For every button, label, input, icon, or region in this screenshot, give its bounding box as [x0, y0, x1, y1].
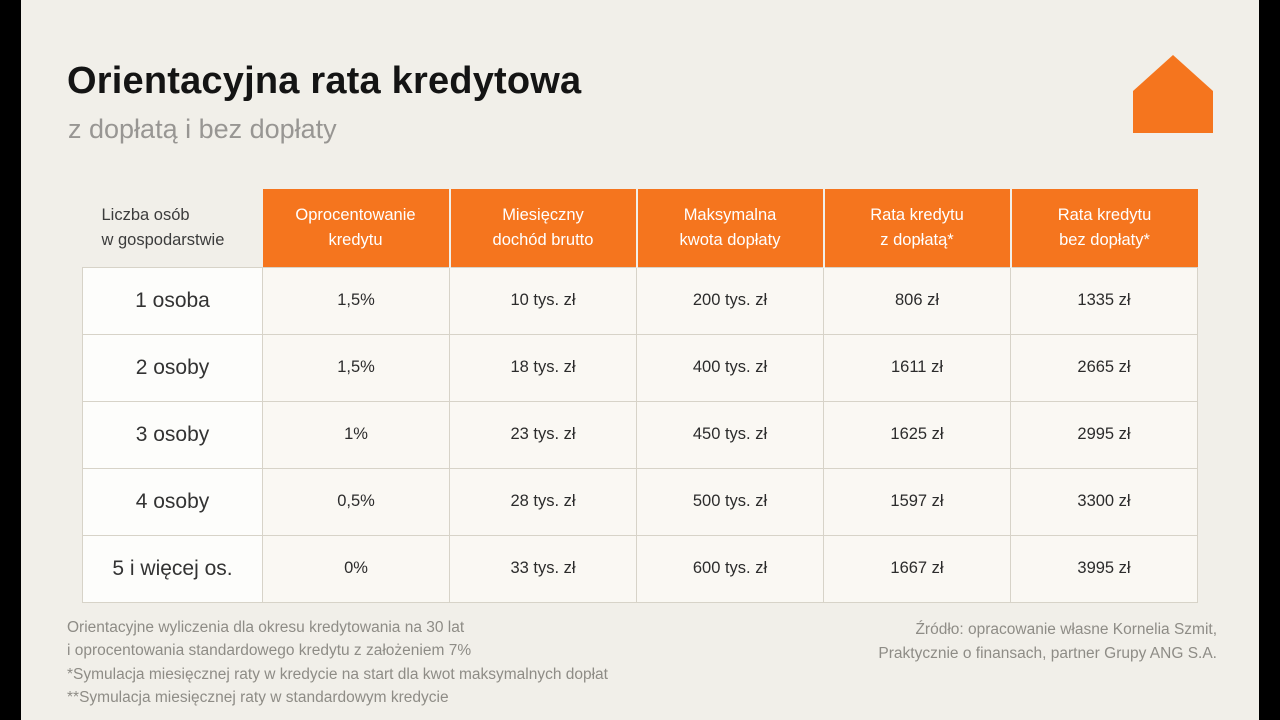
footnote-line: Orientacyjne wyliczenia dla okresu kredy… [67, 619, 465, 636]
source-line: Praktycznie o finansach, partner Grupy A… [878, 645, 1217, 663]
footnote-line: **Symulacja miesięcznej raty w standardo… [67, 688, 449, 706]
column-header: Miesięczny dochód brutto [448, 189, 637, 267]
data-cell: 500 tys. zł [636, 467, 824, 536]
column-header: Rata kredytu z dopłatą* [822, 189, 1011, 267]
rates-table: Liczba osób w gospodarstwie Oprocentowan… [82, 189, 1198, 603]
data-cell: 2665 zł [1010, 333, 1198, 402]
rates-table-wrap: Liczba osób w gospodarstwie Oprocentowan… [82, 189, 1198, 603]
data-cell: 1,5% [262, 266, 450, 335]
row-label: 5 i więcej os. [82, 534, 263, 603]
column-header: Oprocentowanie kredytu [262, 189, 450, 267]
row-label: 3 osoby [82, 400, 263, 469]
data-cell: 3995 zł [1010, 534, 1198, 603]
column-header: Maksymalna kwota dopłaty [635, 189, 824, 267]
data-cell: 23 tys. zł [449, 400, 637, 469]
data-cell: 2995 zł [1010, 400, 1198, 469]
data-cell: 1% [262, 400, 450, 469]
row-label: 2 osoby [82, 333, 263, 402]
data-cell: 200 tys. zł [636, 266, 824, 335]
data-cell: 1667 zł [823, 534, 1011, 603]
row-label: 1 osoba [82, 266, 263, 335]
data-cell: 18 tys. zł [449, 333, 637, 402]
source-attribution: Źródło: opracowanie własne Kornelia Szmi… [878, 618, 1217, 666]
house-icon [1133, 55, 1213, 133]
source-line: Źródło: opracowanie własne Kornelia Szmi… [915, 621, 1217, 638]
data-cell: 0,5% [262, 467, 450, 536]
data-cell: 33 tys. zł [449, 534, 637, 603]
data-cell: 1597 zł [823, 467, 1011, 536]
data-cell: 400 tys. zł [636, 333, 824, 402]
data-cell: 1611 zł [823, 333, 1011, 402]
data-cell: 28 tys. zł [449, 467, 637, 536]
left-edge-bar [0, 0, 21, 720]
column-header: Rata kredytu bez dopłaty* [1009, 189, 1198, 267]
table-row: 5 i więcej os. 0% 33 tys. zł 600 tys. zł… [82, 534, 1198, 603]
row-group-header: Liczba osób w gospodarstwie [101, 206, 225, 249]
data-cell: 450 tys. zł [636, 400, 824, 469]
data-cell: 806 zł [823, 266, 1011, 335]
data-cell: 1,5% [262, 333, 450, 402]
data-cell: 1625 zł [823, 400, 1011, 469]
table-row: 2 osoby 1,5% 18 tys. zł 400 tys. zł 1611… [82, 333, 1198, 402]
table-row: 4 osoby 0,5% 28 tys. zł 500 tys. zł 1597… [82, 467, 1198, 536]
row-label: 4 osoby [82, 467, 263, 536]
data-cell: 1335 zł [1010, 266, 1198, 335]
data-cell: 10 tys. zł [449, 266, 637, 335]
table-row: 1 osoba 1,5% 10 tys. zł 200 tys. zł 806 … [82, 266, 1198, 335]
data-cell: 3300 zł [1010, 467, 1198, 536]
table-row: 3 osoby 1% 23 tys. zł 450 tys. zł 1625 z… [82, 400, 1198, 469]
data-cell: 0% [262, 534, 450, 603]
footnotes: Orientacyjne wyliczenia dla okresu kredy… [67, 616, 608, 709]
page-subtitle: z dopłatą i bez dopłaty [68, 114, 337, 144]
header-row: Liczba osób w gospodarstwie Oprocentowan… [83, 189, 1198, 267]
page-title: Orientacyjna rata kredytowa [67, 60, 582, 102]
footnote-line: *Symulacja miesięcznej raty w kredycie n… [67, 665, 608, 683]
footnote-line: i oprocentowania standardowego kredytu z… [67, 642, 472, 660]
right-edge-bar [1259, 0, 1280, 720]
data-cell: 600 tys. zł [636, 534, 824, 603]
